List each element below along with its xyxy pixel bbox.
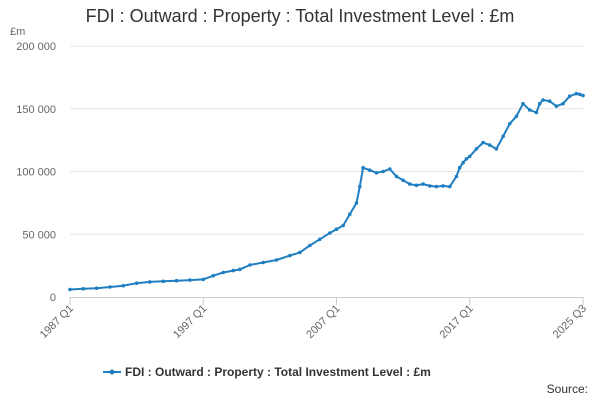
y-tick-label: 200 000 — [16, 41, 56, 53]
data-point — [481, 140, 485, 145]
data-point — [274, 258, 279, 262]
data-point — [161, 279, 166, 284]
x-tick-label: 2007 Q1 — [304, 303, 342, 341]
data-point — [298, 250, 302, 255]
data-point — [567, 94, 572, 98]
data-point — [428, 184, 432, 188]
data-point — [541, 98, 545, 102]
data-point — [534, 110, 539, 115]
data-point — [348, 212, 352, 216]
x-tick-label: 2025 Q3 — [551, 303, 589, 341]
data-point — [134, 281, 139, 286]
data-point — [408, 182, 412, 186]
data-point — [358, 184, 362, 189]
data-point — [448, 184, 452, 189]
data-point — [388, 167, 392, 171]
data-point — [487, 143, 492, 147]
data-point — [461, 160, 465, 165]
data-point — [581, 93, 585, 98]
source-label: Source: — [546, 382, 588, 396]
data-point — [341, 223, 346, 228]
data-point — [308, 243, 312, 248]
axes: 0 50 000 100 000 150 000 200 000 1987 Q1 1997 … — [16, 41, 589, 341]
data-point — [211, 273, 215, 278]
x-tick-label: 2017 Q1 — [438, 303, 476, 341]
data-point — [507, 122, 512, 126]
data-point — [434, 184, 439, 189]
data-point — [174, 278, 179, 283]
data-point — [457, 165, 462, 170]
data-point — [148, 280, 152, 284]
data-point — [501, 134, 505, 139]
data-point — [537, 101, 542, 106]
data-point — [421, 182, 425, 186]
data-point — [248, 263, 252, 267]
chart-title: FDI : Outward : Property : Total Investm… — [85, 6, 515, 26]
y-tick-label: 100 000 — [16, 167, 56, 179]
data-point — [561, 101, 565, 106]
y-tick-label: 50 000 — [22, 229, 56, 241]
data-point — [577, 92, 582, 97]
data-point — [221, 270, 225, 275]
data-point — [514, 114, 519, 119]
y-tick-label: 150 000 — [16, 104, 56, 116]
legend-item[interactable]: FDI : Outward : Property : Total Investm… — [103, 365, 431, 379]
x-tick-label: 1997 Q1 — [171, 303, 209, 341]
data-point — [108, 285, 112, 289]
legend[interactable]: FDI : Outward : Property : Total Investm… — [103, 365, 431, 379]
data-point — [547, 99, 552, 103]
y-axis-unit-label: £m — [10, 26, 26, 38]
data-point — [474, 147, 479, 151]
series-layer — [68, 91, 585, 292]
data-point — [368, 168, 372, 172]
data-point — [381, 169, 385, 174]
data-point — [238, 267, 242, 272]
data-point — [328, 231, 332, 235]
data-point — [188, 278, 192, 282]
data-point — [261, 260, 266, 265]
data-point — [441, 184, 445, 188]
data-point — [374, 171, 379, 175]
data-point — [201, 277, 205, 282]
legend-label: FDI : Outward : Property : Total Investm… — [125, 365, 431, 379]
data-point — [68, 287, 72, 292]
data-point — [414, 183, 419, 188]
legend-marker — [109, 369, 115, 375]
data-point — [401, 178, 405, 183]
data-point — [288, 253, 292, 258]
x-tick-label: 1987 Q1 — [38, 303, 76, 341]
y-tick-label: 0 — [50, 292, 56, 304]
data-point — [554, 104, 559, 108]
data-point — [334, 227, 339, 231]
data-point — [467, 154, 472, 159]
data-point — [231, 268, 235, 273]
data-point — [454, 174, 459, 179]
data-point — [574, 91, 579, 96]
series-line — [69, 92, 584, 291]
data-point — [394, 174, 399, 179]
data-point — [81, 287, 86, 291]
data-point — [464, 157, 469, 161]
data-point — [527, 108, 532, 112]
data-point — [494, 147, 499, 151]
data-point — [361, 165, 365, 170]
data-point — [521, 101, 525, 106]
data-point — [94, 286, 99, 291]
data-point — [354, 201, 359, 205]
data-point — [318, 237, 322, 242]
gridlines — [70, 45, 583, 235]
data-point — [121, 283, 126, 288]
